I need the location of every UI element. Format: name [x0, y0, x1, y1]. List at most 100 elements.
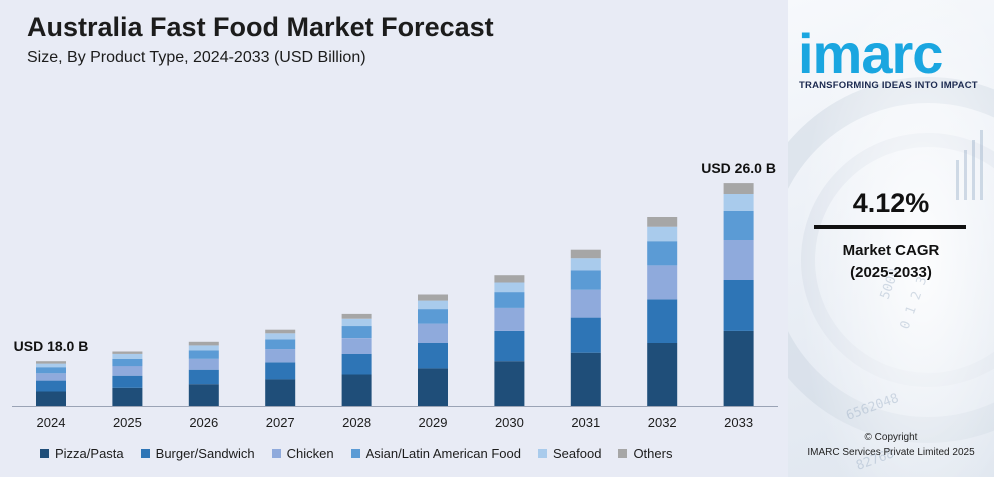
- x-tick-label-2024: 2024: [37, 415, 66, 430]
- bar-segment-2024-burger-sandwich: [36, 380, 66, 392]
- bar-segment-2033-others: [723, 183, 754, 194]
- copyright: © Copyright IMARC Services Private Limit…: [788, 430, 994, 460]
- x-tick-label-2030: 2030: [495, 415, 524, 430]
- decorative-background: 5000 0 1 2 3 6562048 82768: [788, 0, 994, 477]
- bar-segment-2028-asian-latin-american-food: [341, 326, 372, 339]
- bar-segment-2030-burger-sandwich: [494, 330, 525, 362]
- bar-segment-2024-asian-latin-american-food: [36, 367, 66, 374]
- legend-swatch: [40, 449, 49, 458]
- bar-segment-2031-others: [570, 249, 601, 259]
- bar-segment-2024-seafood: [36, 363, 66, 368]
- chart-title: Australia Fast Food Market Forecast: [27, 12, 494, 42]
- bar-segment-2026-chicken: [188, 358, 219, 370]
- bar-segment-2029-seafood: [418, 300, 448, 310]
- bar-segment-2028-burger-sandwich: [341, 353, 372, 375]
- bar-segment-2024-pizza-pasta: [36, 391, 66, 406]
- legend-item-asian-latin-american-food: Asian/Latin American Food: [350, 446, 521, 461]
- chart-panel: Australia Fast Food Market Forecast Size…: [0, 0, 788, 477]
- bar-segment-2027-asian-latin-american-food: [265, 339, 296, 350]
- side-panel: 5000 0 1 2 3 6562048 82768 imarc TRANSFO…: [788, 0, 994, 477]
- bar-segment-2029-pizza-pasta: [418, 368, 448, 406]
- legend-swatch: [618, 449, 628, 458]
- bar-segment-2031-seafood: [570, 258, 601, 271]
- bar-segment-2027-chicken: [265, 349, 296, 363]
- chart-subtitle: Size, By Product Type, 2024-2033 (USD Bi…: [27, 49, 366, 66]
- bar-segment-2029-chicken: [418, 323, 448, 343]
- bar-segment-2030-chicken: [494, 307, 525, 331]
- legend-label: Pizza/Pasta: [55, 446, 124, 461]
- x-tick-label-2025: 2025: [113, 415, 142, 430]
- bar-segment-2029-asian-latin-american-food: [418, 309, 448, 324]
- bar-segment-2031-burger-sandwich: [570, 317, 601, 353]
- copyright-line2: IMARC Services Private Limited 2025: [807, 447, 975, 458]
- cagr-label: Market CAGR (2025-2033): [788, 240, 994, 284]
- x-tick-label-2031: 2031: [571, 415, 600, 430]
- bar-segment-2025-chicken: [112, 366, 143, 376]
- bar-segment-2028-pizza-pasta: [341, 374, 372, 406]
- legend-label: Asian/Latin American Food: [365, 446, 521, 461]
- cagr-value: 4.12%: [852, 188, 930, 218]
- chart-legend: Pizza/Pasta Burger/Sandwich Chicken Asian/L…: [40, 446, 689, 461]
- logo-tagline: TRANSFORMING IDEAS INTO IMPACT: [799, 80, 978, 91]
- bar-segment-2027-others: [265, 329, 296, 334]
- bar-segment-2031-asian-latin-american-food: [570, 270, 601, 290]
- bar-segment-2025-pizza-pasta: [112, 387, 143, 406]
- legend-label: Seafood: [553, 446, 602, 461]
- bar-segment-2028-chicken: [341, 338, 372, 354]
- imarc-logo: imarc: [798, 22, 943, 85]
- value-annotation-2033: USD 26.0 B: [701, 160, 776, 176]
- bar-segment-2027-pizza-pasta: [265, 379, 296, 406]
- bar-segment-2032-seafood: [647, 226, 678, 242]
- x-tick-label-2032: 2032: [648, 415, 677, 430]
- legend-label: Others: [633, 446, 673, 461]
- legend-item-chicken: Chicken: [271, 446, 334, 461]
- x-tick-label-2026: 2026: [189, 415, 218, 430]
- bar-segment-2027-seafood: [265, 333, 296, 340]
- legend-item-burger-sandwich: Burger/Sandwich: [140, 446, 255, 461]
- bar-segment-2033-seafood: [723, 194, 754, 211]
- bar-segment-2026-asian-latin-american-food: [188, 350, 219, 359]
- bar-segment-2028-seafood: [341, 318, 372, 327]
- legend-swatch: [140, 449, 150, 458]
- bar-segment-2026-pizza-pasta: [188, 384, 219, 406]
- legend-label: Burger/Sandwich: [155, 446, 255, 461]
- bar-segment-2033-pizza-pasta: [723, 330, 754, 406]
- legend-item-others: Others: [618, 446, 672, 461]
- bar-segment-2025-seafood: [112, 353, 143, 359]
- x-tick-label-2028: 2028: [342, 415, 371, 430]
- cagr-period: (2025-2033): [850, 264, 932, 281]
- bar-segment-2026-seafood: [188, 345, 219, 351]
- bar-segment-2033-chicken: [723, 240, 754, 280]
- stacked-bar-chart: 2024 2025 2026 2027 2028 2029 2030 2031 2032 2033…: [12, 160, 778, 430]
- x-tick-label-2033: 2033: [724, 415, 753, 430]
- copyright-line1: © Copyright: [864, 432, 918, 443]
- bar-segment-2033-asian-latin-american-food: [723, 210, 754, 240]
- x-tick-label-2029: 2029: [419, 415, 448, 430]
- cagr-divider: [814, 225, 966, 229]
- legend-item-pizza-pasta: Pizza/Pasta: [40, 446, 124, 461]
- bar-segment-2025-others: [112, 351, 143, 354]
- legend-swatch: [538, 449, 547, 458]
- bar-segment-2031-chicken: [570, 289, 601, 318]
- bar-segment-2033-burger-sandwich: [723, 280, 754, 331]
- bar-segment-2025-burger-sandwich: [112, 375, 143, 388]
- x-tick-label-2027: 2027: [266, 415, 295, 430]
- bar-segment-2030-others: [494, 275, 525, 283]
- bar-segment-2027-burger-sandwich: [265, 362, 296, 380]
- bar-segment-2030-seafood: [494, 282, 525, 293]
- bar-segment-2032-others: [647, 217, 678, 227]
- bar-segment-2024-others: [36, 361, 66, 364]
- legend-item-seafood: Seafood: [538, 446, 601, 461]
- bar-segment-2025-asian-latin-american-food: [112, 358, 143, 367]
- bar-segment-2030-pizza-pasta: [494, 361, 525, 406]
- legend-label: Chicken: [286, 446, 334, 461]
- bar-segment-2028-others: [341, 313, 372, 319]
- bar-segment-2032-asian-latin-american-food: [647, 241, 678, 266]
- bar-segment-2031-pizza-pasta: [570, 352, 601, 406]
- bar-segment-2029-burger-sandwich: [418, 343, 448, 369]
- bar-segment-2026-others: [188, 341, 219, 346]
- bar-segment-2024-chicken: [36, 373, 66, 381]
- bar-segment-2030-asian-latin-american-food: [494, 292, 525, 308]
- bar-segment-2026-burger-sandwich: [188, 369, 219, 385]
- legend-swatch: [350, 449, 360, 458]
